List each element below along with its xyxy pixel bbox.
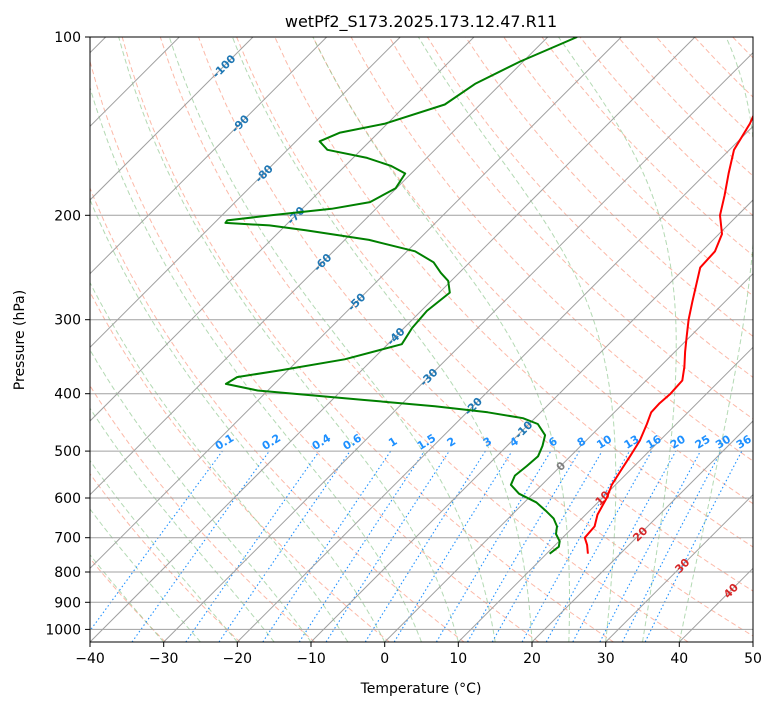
chart-title: wetPf2_S173.2025.173.12.47.R11 [285,12,557,32]
y-tick-label: 800 [54,565,81,581]
y-tick-label: 500 [54,444,81,460]
mixing-ratio-line [545,450,653,642]
isotherm-line [90,37,475,422]
y-axis-ticks: 100 200 300 400 500 600 700 800 900 1000 [45,30,90,638]
x-tick-label: 20 [523,651,541,667]
isotherm-line [752,641,753,642]
plot-area: 0.1 0.2 0.4 0.6 1 1.5 2 3 4 6 8 10 13 16 20 25 30 36-100-… [90,37,775,642]
mixing-ratio-lines [90,450,743,642]
dry-adiabat-line [90,384,316,642]
mixing-ratio-line [90,450,223,632]
dry-adiabat-line [503,37,753,297]
moist-adiabat-line [678,37,753,642]
mixing-ratio-line [393,450,513,642]
moist-adiabat-line [90,198,386,642]
isotherm-line [90,37,622,570]
mixing-ratio-line [644,450,743,642]
isotherm-line [90,37,401,349]
moist-adiabats [90,37,753,642]
pressure-gridlines [90,37,753,630]
isotherm-line [531,420,753,642]
moist-adiabat-line [90,508,201,642]
y-tick-label: 1000 [45,622,81,638]
dry-adiabat-line [771,37,775,642]
isotherm-line [310,199,753,642]
dry-adiabat-line [198,37,753,637]
x-tick-label: −40 [75,651,105,667]
mixing-ratio-line [218,450,351,642]
plot-frame [89,36,754,643]
y-tick-label: 100 [54,30,81,46]
moist-adiabat-line [168,37,496,642]
isotherms [90,37,753,642]
mixing-ratio-line [185,450,320,642]
isotherm-line [90,37,549,496]
mixing-ratio-line [262,450,392,642]
y-tick-label: 400 [54,387,81,403]
plot-background [90,37,753,642]
dry-adiabat-line [236,37,753,592]
x-tick-label: −30 [149,651,179,667]
mixing-ratio-line [131,450,270,642]
moist-adiabat-line [90,459,238,642]
isotherm-line [163,51,753,642]
moist-adiabat-line [90,281,349,642]
x-tick-label: 30 [597,651,615,667]
moist-adiabat-line [90,85,422,642]
moist-adiabat-line [558,37,677,642]
isotherm-line [90,37,254,201]
x-tick-label: 10 [449,651,467,667]
moist-adiabat-line [312,37,570,642]
y-tick-label: 600 [54,491,81,507]
y-tick-label: 700 [54,531,81,547]
mixing-ratio-label: 36 [734,432,754,451]
dry-adiabat-line [121,37,614,642]
x-axis-ticks: −40 −30 −20 −10 0 10 20 30 40 50 [75,642,762,667]
y-tick-label: 200 [54,208,81,224]
x-tick-label: 50 [744,651,762,667]
x-tick-label: 0 [380,651,389,667]
isotherm-line [90,37,696,642]
y-tick-label: 300 [54,313,81,329]
dry-adiabat-line [90,186,465,642]
y-axis-label: Pressure (hPa) [12,290,28,390]
moist-adiabat-line [90,554,165,642]
dry-adiabat-line [159,37,689,642]
dry-adiabat-line [426,37,753,378]
moist-adiabat-line [231,37,533,642]
mixing-ratio-line [572,450,677,642]
dry-adiabat-line [90,291,390,642]
x-tick-label: −10 [296,651,326,667]
dry-adiabat-line [90,557,166,642]
x-tick-label: 40 [670,651,688,667]
dry-adiabat-line [90,472,241,642]
dry-adiabat-line [90,59,540,642]
isotherm-line [90,37,328,275]
isotherm-line [605,493,753,642]
dewpoint-profile-line [224,37,578,555]
moist-adiabat-line [417,37,617,642]
moist-adiabat-line [118,37,459,642]
mixing-ratio-line [325,450,450,642]
sounding-profiles [224,37,753,555]
x-axis-label: Temperature (°C) [360,681,482,697]
mixing-ratio-line [298,450,425,642]
dry-adiabat-line [350,37,753,462]
temperature-profile-line [583,114,753,554]
x-tick-label: −20 [223,651,253,667]
y-tick-label: 900 [54,595,81,611]
mixing-ratio-line [521,450,630,642]
